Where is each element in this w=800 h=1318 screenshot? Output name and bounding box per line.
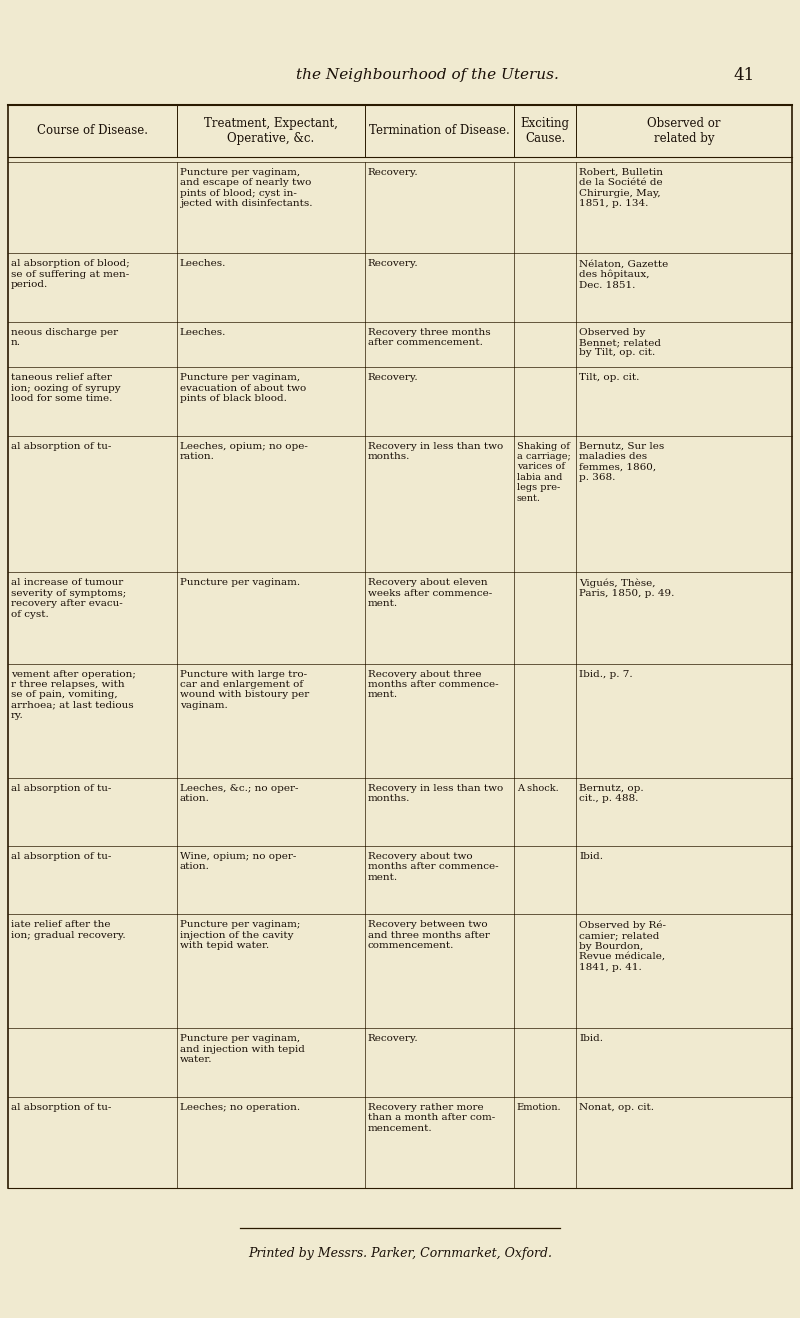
Text: Puncture per vaginam,
evacuation of about two
pints of black blood.: Puncture per vaginam, evacuation of abou…: [179, 373, 306, 403]
Text: Recovery.: Recovery.: [368, 373, 418, 382]
Text: Recovery about eleven
weeks after commence-
ment.: Recovery about eleven weeks after commen…: [368, 579, 492, 608]
Text: Puncture per vaginam,
and escape of nearly two
pints of blood; cyst in-
jected w: Puncture per vaginam, and escape of near…: [179, 167, 312, 208]
Text: Course of Disease.: Course of Disease.: [37, 124, 148, 137]
Text: Observed or
related by: Observed or related by: [647, 117, 721, 145]
Text: Ibid., p. 7.: Ibid., p. 7.: [579, 670, 633, 679]
Text: taneous relief after
ion; oozing of syrupy
lood for some time.: taneous relief after ion; oozing of syru…: [11, 373, 121, 403]
Text: al absorption of tu-: al absorption of tu-: [11, 784, 111, 792]
Text: Leeches.: Leeches.: [179, 260, 226, 268]
Text: Ibid.: Ibid.: [579, 1035, 603, 1044]
Text: Puncture per vaginam.: Puncture per vaginam.: [179, 579, 300, 588]
Text: neous discharge per
n.: neous discharge per n.: [11, 328, 118, 347]
Text: Exciting
Cause.: Exciting Cause.: [521, 117, 570, 145]
Text: Recovery about two
months after commence-
ment.: Recovery about two months after commence…: [368, 851, 498, 882]
Text: Robert, Bulletin
de la Société de
Chirurgie, May,
1851, p. 134.: Robert, Bulletin de la Société de Chirur…: [579, 167, 663, 208]
Text: al absorption of tu-: al absorption of tu-: [11, 1103, 111, 1112]
Text: A shock.: A shock.: [517, 784, 558, 792]
Text: the Neighbourhood of the Uterus.: the Neighbourhood of the Uterus.: [296, 69, 559, 82]
Text: Tilt, op. cit.: Tilt, op. cit.: [579, 373, 640, 382]
Text: Recovery.: Recovery.: [368, 1035, 418, 1044]
Text: 41: 41: [734, 66, 754, 83]
Text: Bernutz, op.
cit., p. 488.: Bernutz, op. cit., p. 488.: [579, 784, 644, 803]
Text: Leeches, &c.; no oper-
ation.: Leeches, &c.; no oper- ation.: [179, 784, 298, 803]
Text: Bernutz, Sur les
maladies des
femmes, 1860,
p. 368.: Bernutz, Sur les maladies des femmes, 18…: [579, 442, 665, 482]
Text: Puncture with large tro-
car and enlargement of
wound with bistoury per
vaginam.: Puncture with large tro- car and enlarge…: [179, 670, 309, 710]
Text: al absorption of tu-: al absorption of tu-: [11, 442, 111, 451]
Text: iate relief after the
ion; gradual recovery.: iate relief after the ion; gradual recov…: [11, 920, 126, 940]
Text: Puncture per vaginam;
injection of the cavity
with tepid water.: Puncture per vaginam; injection of the c…: [179, 920, 300, 950]
Text: Puncture per vaginam,
and injection with tepid
water.: Puncture per vaginam, and injection with…: [179, 1035, 305, 1064]
Text: Nonat, op. cit.: Nonat, op. cit.: [579, 1103, 654, 1112]
Text: Recovery in less than two
months.: Recovery in less than two months.: [368, 442, 503, 461]
Text: Observed by Ré-
camier; related
by Bourdon,
Revue médicale,
1841, p. 41.: Observed by Ré- camier; related by Bourd…: [579, 920, 666, 971]
Text: Shaking of
a carriage;
varices of
labia and
legs pre-
sent.: Shaking of a carriage; varices of labia …: [517, 442, 570, 502]
Text: Emotion.: Emotion.: [517, 1103, 562, 1112]
Text: Leeches, opium; no ope-
ration.: Leeches, opium; no ope- ration.: [179, 442, 307, 461]
Text: Recovery between two
and three months after
commencement.: Recovery between two and three months af…: [368, 920, 490, 950]
Text: Leeches; no operation.: Leeches; no operation.: [179, 1103, 300, 1112]
Text: Termination of Disease.: Termination of Disease.: [369, 124, 510, 137]
Text: Recovery.: Recovery.: [368, 167, 418, 177]
Text: Recovery about three
months after commence-
ment.: Recovery about three months after commen…: [368, 670, 498, 700]
Text: Treatment, Expectant,
Operative, &c.: Treatment, Expectant, Operative, &c.: [204, 117, 338, 145]
Text: Vigués, Thèse,
Paris, 1850, p. 49.: Vigués, Thèse, Paris, 1850, p. 49.: [579, 579, 674, 598]
Text: Ibid.: Ibid.: [579, 851, 603, 861]
Text: Leeches.: Leeches.: [179, 328, 226, 336]
Text: Nélaton, Gazette
des hôpitaux,
Dec. 1851.: Nélaton, Gazette des hôpitaux, Dec. 1851…: [579, 260, 669, 290]
Text: vement after operation;
r three relapses, with
se of pain, vomiting,
arrhoea; at: vement after operation; r three relapses…: [11, 670, 136, 720]
Text: al absorption of blood;
se of suffering at men-
period.: al absorption of blood; se of suffering …: [11, 260, 130, 289]
Text: Recovery in less than two
months.: Recovery in less than two months.: [368, 784, 503, 803]
Text: Printed by Messrs. Parker, Cornmarket, Oxford.: Printed by Messrs. Parker, Cornmarket, O…: [248, 1247, 552, 1260]
Text: Recovery three months
after commencement.: Recovery three months after commencement…: [368, 328, 490, 347]
Text: al absorption of tu-: al absorption of tu-: [11, 851, 111, 861]
Text: Recovery.: Recovery.: [368, 260, 418, 268]
Text: al increase of tumour
severity of symptoms;
recovery after evacu-
of cyst.: al increase of tumour severity of sympto…: [11, 579, 126, 618]
Text: Observed by
Bennet; related
by Tilt, op. cit.: Observed by Bennet; related by Tilt, op.…: [579, 328, 662, 357]
Text: Wine, opium; no oper-
ation.: Wine, opium; no oper- ation.: [179, 851, 296, 871]
Text: Recovery rather more
than a month after com-
mencement.: Recovery rather more than a month after …: [368, 1103, 495, 1132]
